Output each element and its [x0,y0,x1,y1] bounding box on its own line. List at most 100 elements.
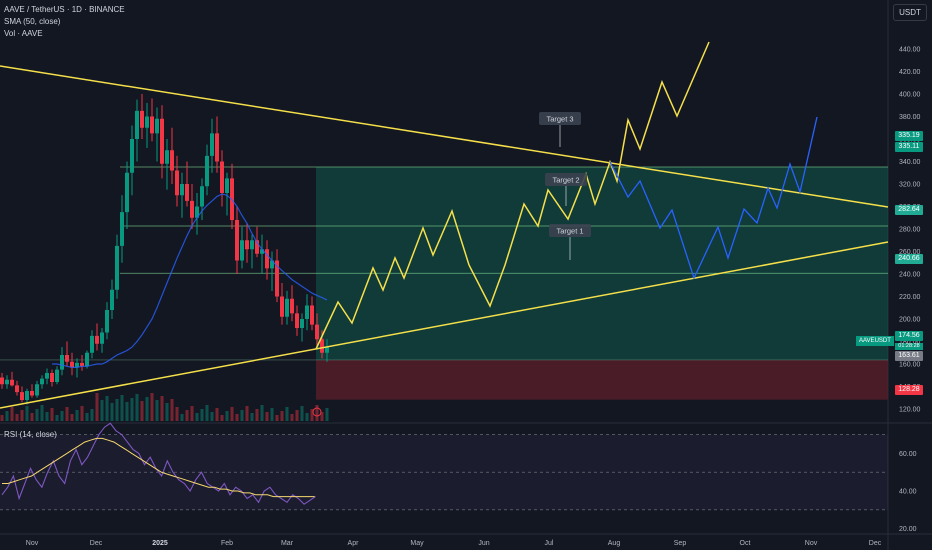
volume-bar [220,415,224,421]
volume-bar [270,408,274,421]
price-axis-tick: 280.00 [899,227,921,234]
event-marker-icon [312,407,322,417]
price-axis-tick: 400.00 [899,92,921,99]
candle-body [195,206,199,218]
time-axis-tick: Sep [674,540,687,547]
candle-body [175,170,179,196]
volume-bar [110,403,114,421]
rsi-axis-tick: 20.00 [899,526,917,533]
volume-bar [105,396,109,421]
candle-body [255,240,259,254]
candle-body [90,335,94,353]
price-tag-stop: 128.28 [895,385,923,395]
volume-bar [50,408,54,421]
volume-bar [200,409,204,421]
target-3-label-box [539,112,581,125]
symbol-title[interactable]: AAVE / TetherUS · 1D · BINANCE [4,5,125,14]
volume-bar [160,396,164,421]
volume-bar [70,414,74,421]
candle-body [110,289,114,310]
volume-bar [235,414,239,421]
bar-countdown: 01:28:28 [895,343,923,350]
price-tag-current: 174.56 [895,331,923,341]
candle-body [275,260,279,297]
candle-body [0,377,4,385]
volume-bar [325,408,329,421]
candle-body [185,184,189,201]
candle-body [70,361,74,368]
target-zone [316,166,888,360]
candle-body [115,245,119,290]
rsi-legend[interactable]: RSI (14, close) [4,430,57,439]
price-axis-tick: 440.00 [899,47,921,54]
volume-bar [130,398,134,421]
candle-body [200,186,204,207]
candle-body [295,313,299,328]
volume-bar [170,399,174,421]
candle-body [265,249,269,269]
lower-trendline [0,241,889,409]
volume-bar [195,413,199,421]
volume-bar [125,402,129,421]
price-axis-tick: 320.00 [899,182,921,189]
volume-legend[interactable]: Vol · AAVE [4,29,43,38]
candle-body [45,373,49,379]
candle-body [5,379,9,385]
candle-body [40,378,44,385]
time-axis-tick: 2025 [152,540,168,547]
volume-bar [45,412,49,421]
upper-trendline [0,65,889,208]
candle-body [245,240,249,250]
volume-bar [225,411,229,421]
volume-bar [180,414,184,421]
target-3-label: Target 3 [546,115,573,124]
candle-body [280,296,284,317]
volume-bar [185,410,189,421]
candle-body [250,240,254,250]
currency-button[interactable]: USDT [893,4,927,21]
time-axis-tick: Aug [608,540,621,547]
candle-body [170,150,174,171]
volume-bar [75,410,79,421]
candle-body [165,150,169,164]
candle-body [285,298,289,317]
candle-body [215,133,219,162]
volume-bar [65,407,69,421]
volume-bar [315,405,319,421]
candle-body [95,335,99,344]
projection-path-alternate [609,116,818,280]
candle-body [80,362,84,367]
volume-bar [55,415,59,421]
volume-bar [155,400,159,421]
volume-bar [280,411,284,421]
volume-bar [245,406,249,421]
candle-body [180,184,184,196]
time-axis-tick: Oct [740,540,751,547]
candle-body [310,305,314,325]
sma-legend[interactable]: SMA (50, close) [4,17,61,26]
candle-body [30,391,34,396]
candle-body [15,385,19,393]
symbol-price-tag: AAVEUSDT [856,336,894,346]
volume-bar [290,414,294,421]
volume-bar [210,412,214,421]
candle-body [210,133,214,156]
candle-body [260,249,264,254]
candle-body [150,116,154,134]
volume-bar [230,407,234,421]
candle-body [305,305,309,319]
candle-body [85,352,89,367]
sma-line [52,193,328,368]
candle-body [155,118,159,134]
volume-bar [5,411,9,421]
time-axis-tick: Dec [869,540,882,547]
volume-bar [320,412,324,421]
volume-bar [295,410,299,421]
volume-bar [80,406,84,421]
volume-bar [250,413,254,421]
volume-bar [260,405,264,421]
price-tag-entry: 163.61 [895,351,923,361]
candle-body [120,212,124,246]
